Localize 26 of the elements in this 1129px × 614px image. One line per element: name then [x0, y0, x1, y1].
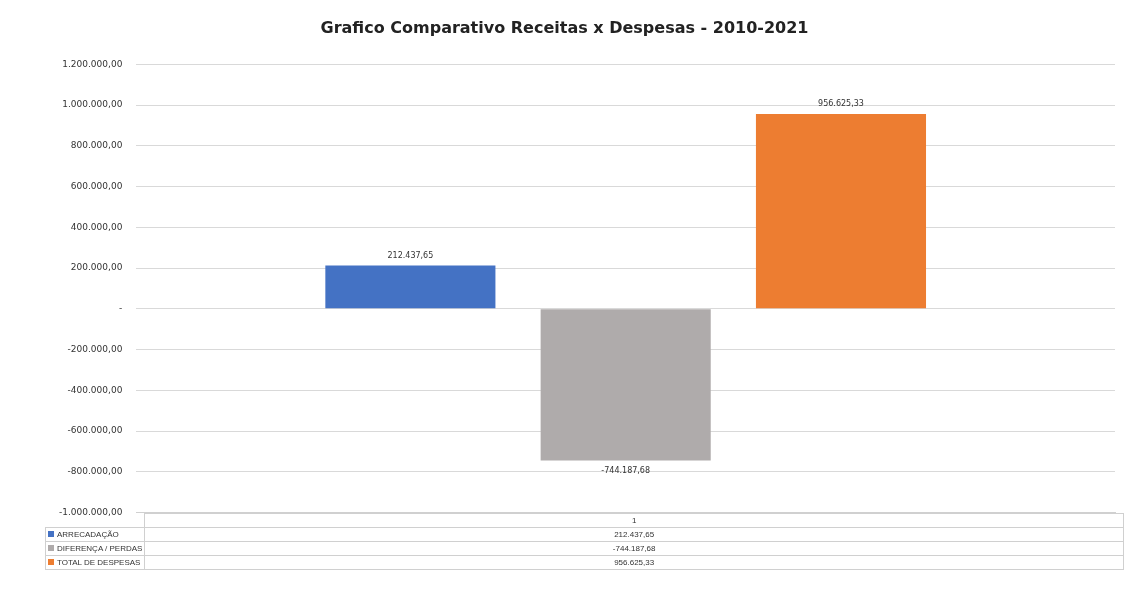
y-tick-label: 400.000,00 — [70, 221, 123, 232]
y-tick-label: -800.000,00 — [67, 466, 123, 477]
text: -744.187,68 — [612, 543, 656, 553]
y-tick-label: 600.000,00 — [70, 180, 123, 191]
data-label: 956.625,33 — [818, 99, 864, 109]
y-tick-label: - — [119, 303, 123, 314]
y-tick-label: 1.200.000,00 — [62, 58, 123, 69]
y-tick-label: 200.000,00 — [70, 262, 123, 273]
y-tick-label: 800.000,00 — [70, 140, 123, 151]
bar — [325, 265, 496, 309]
data-label: -744.187,68 — [601, 465, 651, 475]
y-tick-label: -600.000,00 — [67, 425, 123, 436]
bar — [755, 113, 927, 309]
y-tick-label: -200.000,00 — [67, 343, 123, 354]
legend-label: ARRECADAÇÃO — [45, 527, 145, 542]
y-tick-label: -1.000.000,00 — [58, 506, 123, 517]
y-tick-label: -400.000,00 — [67, 384, 123, 395]
bar — [540, 309, 711, 461]
text: 212.437,65 — [614, 529, 655, 539]
text: 956.625,33 — [614, 557, 655, 567]
legend-label: DIFERENÇA / PERDAS — [45, 541, 145, 556]
x-tick-label: 1 — [144, 513, 1124, 528]
chart-title: Grafico Comparativo Receitas x Despesas - 2010-2021 — [319, 18, 810, 37]
y-tick-label: 1.000.000,00 — [62, 99, 123, 110]
legend-label: TOTAL DE DESPESAS — [45, 555, 145, 570]
data-label: 212.437,65 — [387, 250, 434, 260]
